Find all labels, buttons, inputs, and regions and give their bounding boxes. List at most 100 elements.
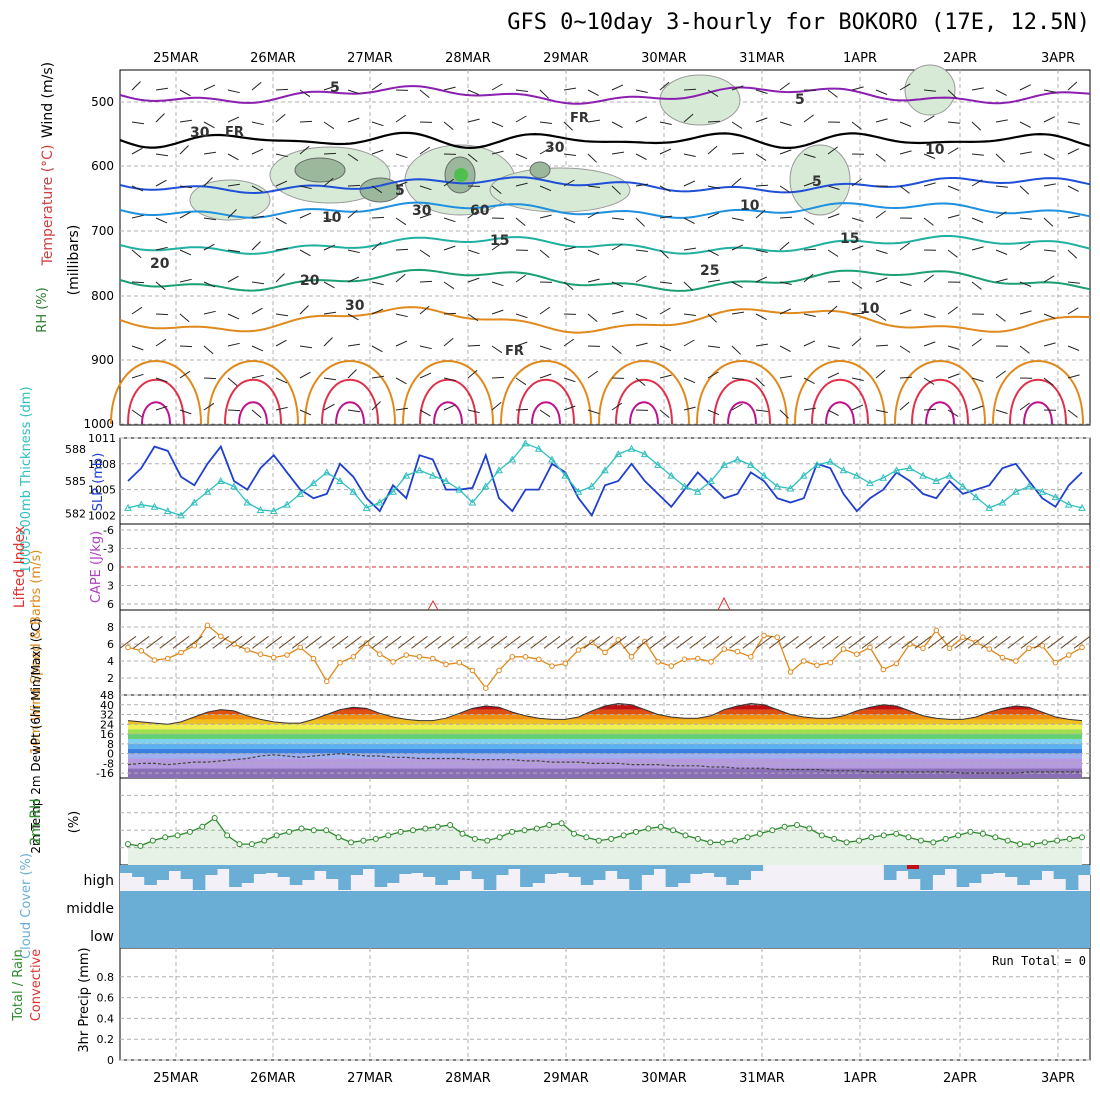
thickness-marker	[203, 487, 212, 495]
wind-barb-10m	[808, 635, 826, 649]
rh-marker	[558, 820, 565, 827]
wind-speed-marker	[324, 678, 330, 685]
rh-fill	[128, 818, 1082, 865]
wind-barb	[923, 182, 936, 187]
wind-barb	[1019, 151, 1032, 155]
upper-ylabel-temp: Temperature (°C)	[40, 145, 56, 267]
wind-barb	[443, 377, 456, 382]
wind-barb	[683, 180, 696, 187]
panel-frame-upper	[119, 69, 1091, 426]
cloud-high-bar	[277, 865, 291, 877]
contour-40	[825, 401, 855, 425]
wind-speed-marker	[801, 658, 807, 664]
wind-barb	[131, 214, 144, 219]
wind-speed-marker	[403, 652, 410, 658]
wind-barb	[203, 310, 216, 315]
wind-barb	[1067, 148, 1080, 155]
rh-marker	[310, 827, 317, 834]
wind-barb	[203, 84, 216, 91]
slp-line	[127, 444, 1083, 518]
wind-barb-10m	[199, 635, 216, 649]
wind-barb	[395, 181, 408, 187]
cloud-high-bar	[362, 865, 376, 869]
wind-barb	[563, 121, 573, 131]
wind-barb-10m	[225, 635, 243, 649]
wind-barb	[347, 313, 359, 321]
wind-barb	[491, 281, 504, 287]
contour-label: 15	[490, 233, 509, 249]
wind-barb	[563, 281, 574, 290]
wind-barb	[875, 118, 888, 123]
wind-barb	[923, 313, 936, 318]
wind-speed-marker	[774, 634, 781, 641]
li-tick: 0	[107, 561, 114, 574]
thickness-marker	[230, 482, 238, 490]
wind-barb	[995, 89, 1007, 96]
rh-marker	[149, 837, 156, 844]
thickness-marker	[495, 466, 503, 474]
thickness-marker	[1038, 487, 1047, 495]
thickness-tick: 588	[65, 443, 86, 456]
wind-speed-marker	[761, 632, 767, 639]
date-label-top: 31MAR	[739, 51, 785, 66]
wind-barb	[587, 89, 599, 97]
wind-barb	[371, 281, 384, 286]
wind-barb-10m	[623, 635, 640, 649]
cloud-high-bar	[459, 865, 473, 871]
wind-speed-marker	[430, 655, 436, 662]
thickness-marker	[985, 503, 994, 511]
wind-barb	[851, 121, 862, 130]
cloud-high-bar	[398, 865, 412, 874]
wind-barb	[755, 89, 768, 94]
wind-barb	[1043, 313, 1056, 319]
rh-marker	[967, 828, 974, 835]
wind-barb	[419, 372, 432, 379]
cloud-high-bar	[229, 865, 242, 887]
wind-barb	[347, 369, 357, 379]
wind-barb	[971, 87, 984, 91]
wind-barb	[443, 121, 454, 130]
wind-barb	[443, 217, 456, 223]
wind-speed-marker	[628, 654, 635, 660]
wind-barb	[899, 83, 911, 91]
rh-marker	[1004, 837, 1011, 844]
cloud-ylabel: Cloud Cover (%)	[19, 853, 34, 959]
wind-barb	[827, 372, 840, 379]
wind-barb	[707, 120, 721, 123]
wind-barb-10m	[159, 635, 177, 649]
temp-tick: 16	[100, 728, 114, 741]
date-label-bottom: 1APR	[843, 1071, 877, 1086]
pressure-tick: 1000	[83, 417, 114, 431]
wind-barb	[443, 312, 457, 315]
thickness-marker	[137, 500, 146, 508]
rh-marker	[1054, 837, 1061, 844]
wind-speed-marker	[827, 659, 834, 666]
wind-barb	[755, 209, 766, 219]
wind-barb	[851, 404, 864, 411]
thickness-marker	[349, 487, 358, 495]
temp-band	[128, 709, 1082, 715]
wind-barb-10m	[212, 635, 230, 649]
wind-barb-10m	[556, 635, 574, 649]
wind-barb	[227, 183, 240, 187]
date-label-bottom: 25MAR	[153, 1071, 199, 1086]
thickness-marker	[919, 471, 927, 479]
wind-barb	[1043, 342, 1056, 347]
contour-30	[402, 360, 494, 425]
wind-barb	[851, 281, 863, 289]
wind-barb	[635, 116, 648, 123]
contour-freezing	[119, 131, 1091, 150]
wind-speed-marker	[880, 666, 887, 673]
contour-30	[992, 360, 1084, 425]
wind-speed-marker	[1026, 645, 1032, 652]
rh-marker	[248, 841, 255, 848]
cloud-high-bar	[677, 865, 691, 883]
cloud-high-bar	[1041, 865, 1055, 871]
wind-barb	[515, 313, 528, 319]
wind-barb	[611, 243, 623, 251]
cloud-high-bar	[120, 865, 133, 873]
rh-marker	[459, 830, 466, 837]
wind-speed-marker	[377, 651, 383, 658]
rh-marker	[162, 834, 169, 841]
thickness-marker	[1025, 482, 1033, 490]
